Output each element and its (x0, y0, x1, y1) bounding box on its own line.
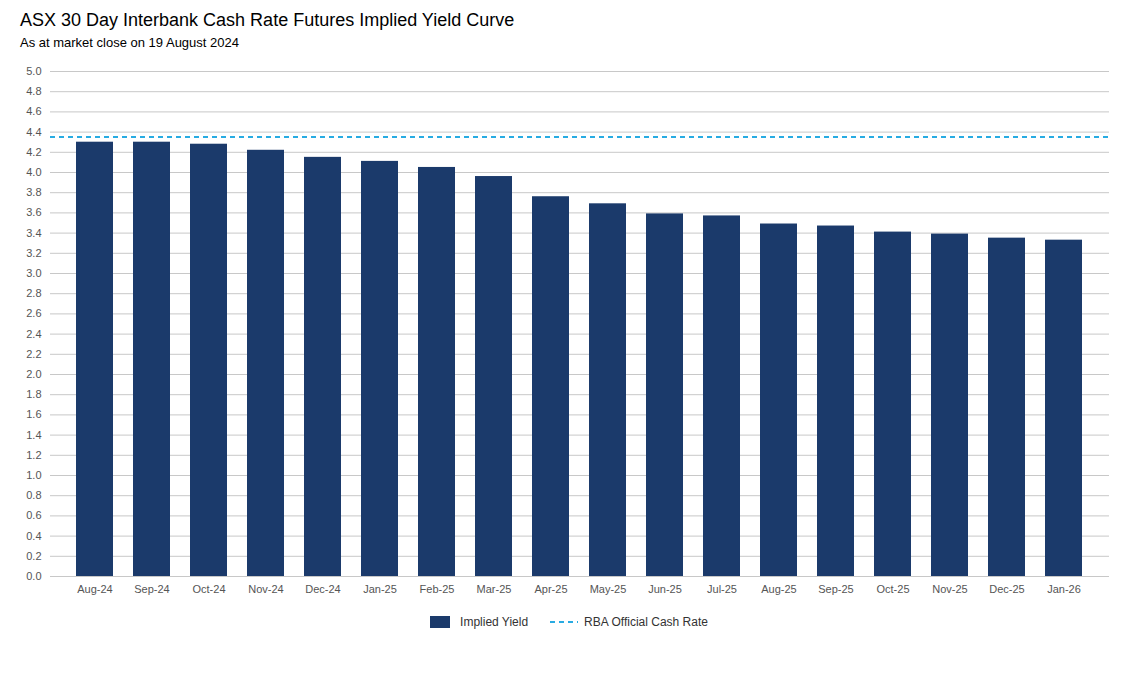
svg-text:4.6: 4.6 (26, 105, 41, 117)
html-text:ASX 30 Day Interbank Cash Rate: ASX 30 Day Interbank Cash Rate Futures I… (20, 10, 515, 30)
svg-text:Dec-25: Dec-25 (989, 583, 1024, 595)
svg-text:0.2: 0.2 (26, 550, 41, 562)
html-text:Implied Yield: Implied Yield (460, 615, 529, 629)
svg-text:Jul-25: Jul-25 (707, 583, 737, 595)
svg-text:Oct-24: Oct-24 (192, 583, 225, 595)
svg-text:0.8: 0.8 (26, 489, 41, 501)
svg-text:1.4: 1.4 (26, 429, 41, 441)
svg-text:Aug-24: Aug-24 (77, 583, 112, 595)
svg-text:4.2: 4.2 (26, 146, 41, 158)
svg-text:3.6: 3.6 (26, 206, 41, 218)
svg-text:Sep-24: Sep-24 (134, 583, 169, 595)
html-text:RBA Official Cash Rate: RBA Official Cash Rate (584, 615, 708, 629)
svg-text:Sep-25: Sep-25 (818, 583, 853, 595)
svg-text:Mar-25: Mar-25 (477, 583, 512, 595)
svg-text:4.0: 4.0 (26, 166, 41, 178)
html-text:As at market close on 19 Augus: As at market close on 19 August 2024 (20, 35, 239, 50)
svg-text:2.6: 2.6 (26, 307, 41, 319)
svg-text:4.8: 4.8 (26, 85, 41, 97)
svg-text:2.8: 2.8 (26, 287, 41, 299)
svg-text:Oct-25: Oct-25 (876, 583, 909, 595)
svg-text:Jun-25: Jun-25 (648, 583, 682, 595)
svg-text:1.0: 1.0 (26, 469, 41, 481)
svg-text:5.0: 5.0 (26, 65, 41, 77)
svg-text:Jan-25: Jan-25 (363, 583, 397, 595)
svg-text:3.2: 3.2 (26, 247, 41, 259)
svg-text:2.4: 2.4 (26, 328, 41, 340)
svg-text:3.8: 3.8 (26, 186, 41, 198)
svg-text:Dec-24: Dec-24 (305, 583, 340, 595)
svg-text:0.6: 0.6 (26, 509, 41, 521)
svg-text:Apr-25: Apr-25 (534, 583, 567, 595)
svg-text:Jan-26: Jan-26 (1047, 583, 1081, 595)
svg-text:Aug-25: Aug-25 (761, 583, 796, 595)
svg-text:3.0: 3.0 (26, 267, 41, 279)
svg-text:0.4: 0.4 (26, 530, 41, 542)
svg-text:2.2: 2.2 (26, 348, 41, 360)
svg-text:4.4: 4.4 (26, 126, 41, 138)
svg-text:2.0: 2.0 (26, 368, 41, 380)
svg-text:0.0: 0.0 (26, 570, 41, 582)
svg-text:Nov-25: Nov-25 (932, 583, 967, 595)
svg-text:1.6: 1.6 (26, 408, 41, 420)
svg-text:Feb-25: Feb-25 (420, 583, 455, 595)
svg-text:1.2: 1.2 (26, 449, 41, 461)
svg-text:1.8: 1.8 (26, 388, 41, 400)
svg-text:May-25: May-25 (590, 583, 627, 595)
svg-text:Nov-24: Nov-24 (248, 583, 283, 595)
svg-text:3.4: 3.4 (26, 227, 41, 239)
